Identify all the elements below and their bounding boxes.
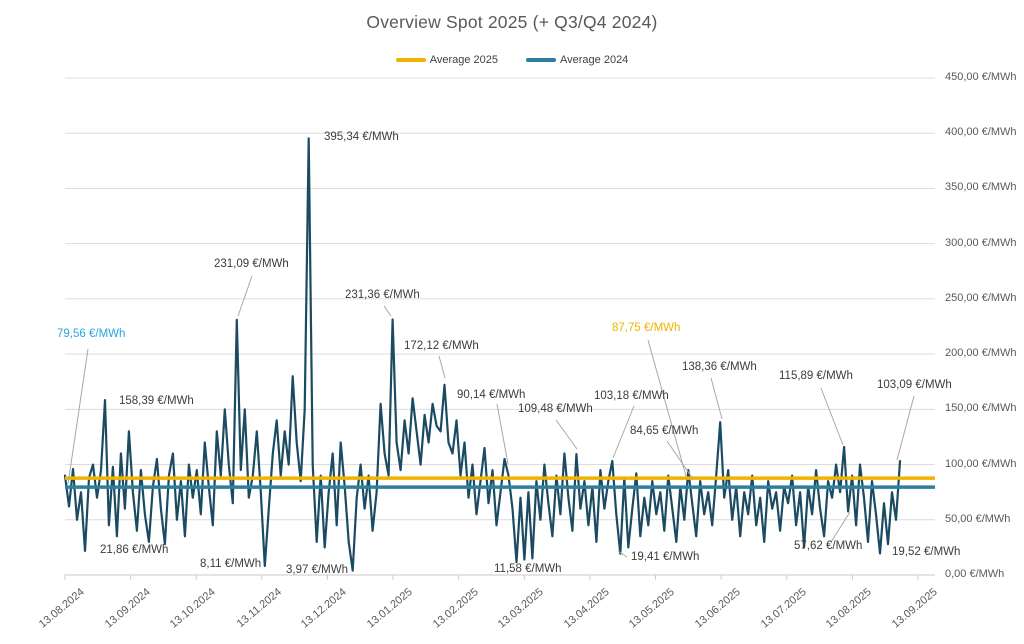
leader-line (647, 339, 687, 477)
leader-line (617, 550, 628, 558)
legend-item-average-2024: Average 2024 (526, 54, 628, 66)
average-2024-line-swatch (526, 58, 556, 62)
leader-line (896, 395, 915, 461)
legend-label-average-2025: Average 2025 (429, 54, 498, 66)
leader-line (67, 348, 89, 485)
average-2025-line-swatch (395, 58, 426, 62)
leader-line (438, 355, 446, 379)
spot-price-line (63, 137, 902, 572)
leader-line (710, 377, 723, 420)
leader-line (383, 305, 392, 317)
leader-line (830, 511, 851, 543)
leader-line (612, 405, 635, 459)
chart-legend: Average 2025 Average 2024 (0, 54, 1024, 66)
legend-label-average-2024: Average 2024 (560, 54, 629, 66)
leader-line (666, 440, 694, 480)
leader-line (555, 419, 578, 450)
leader-line (237, 275, 253, 317)
legend-item-average-2025: Average 2025 (395, 54, 498, 66)
leader-line (496, 403, 509, 465)
leader-line (820, 387, 844, 446)
chart-title: Overview Spot 2025 (+ Q3/Q4 2024) (366, 12, 658, 32)
